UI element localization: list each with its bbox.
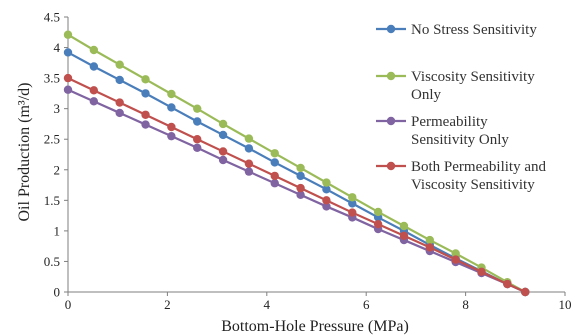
data-point xyxy=(89,62,99,71)
data-point xyxy=(141,89,150,98)
data-point xyxy=(115,60,124,69)
data-point xyxy=(167,89,176,99)
data-point xyxy=(115,98,124,107)
data-point xyxy=(89,97,99,106)
data-point xyxy=(167,131,176,141)
legend-label: Permeability xyxy=(411,114,488,130)
legend-label: Viscosity Sensitivity xyxy=(411,69,535,85)
data-point xyxy=(244,167,254,176)
data-point xyxy=(296,163,305,173)
data-point xyxy=(193,117,202,126)
data-point xyxy=(270,179,279,188)
y-tick-label: 0 xyxy=(54,285,61,300)
legend-marker xyxy=(386,161,396,171)
data-point xyxy=(244,134,254,143)
y-tick-label: 3.5 xyxy=(44,71,60,86)
data-point xyxy=(141,120,150,129)
x-tick-label: 0 xyxy=(65,297,72,312)
series-4 xyxy=(63,73,530,297)
x-tick-label: 4 xyxy=(264,297,271,312)
legend: No Stress Sensitivity Viscosity Sensitivi… xyxy=(376,22,546,193)
legend-entry-3: Permeability Sensitivity Only xyxy=(376,114,509,148)
legend-label: Only xyxy=(411,87,442,103)
data-point xyxy=(399,231,409,240)
y-tick-label: 4 xyxy=(54,40,61,55)
legend-marker xyxy=(386,71,396,81)
data-point xyxy=(193,135,202,144)
data-point xyxy=(322,178,331,187)
data-point xyxy=(348,193,357,202)
x-tick-label: 8 xyxy=(462,297,469,312)
data-point xyxy=(218,155,228,165)
data-point xyxy=(167,103,176,112)
data-point xyxy=(296,171,305,181)
y-tick-label: 3 xyxy=(54,101,61,116)
y-tick-label: 1.5 xyxy=(44,193,60,208)
data-point xyxy=(141,75,150,84)
data-point xyxy=(425,235,435,245)
data-point xyxy=(503,279,512,289)
data-point xyxy=(477,267,486,277)
data-point xyxy=(193,104,202,113)
legend-label: No Stress Sensitivity xyxy=(411,22,537,38)
data-point xyxy=(141,110,150,119)
y-tick-label: 2 xyxy=(54,162,61,177)
y-tick-label: 2.5 xyxy=(44,132,60,147)
data-point xyxy=(89,86,99,95)
data-point xyxy=(115,75,124,85)
x-tick-label: 2 xyxy=(164,297,171,312)
data-point xyxy=(451,249,460,258)
data-point xyxy=(244,159,254,168)
data-point xyxy=(425,243,435,252)
data-point xyxy=(451,255,460,264)
y-tick-label: 1 xyxy=(54,223,61,238)
data-point xyxy=(270,149,279,158)
data-point xyxy=(115,108,124,118)
y-tick-label: 0.5 xyxy=(44,254,60,269)
data-point xyxy=(270,171,279,181)
data-point xyxy=(218,130,228,140)
data-point xyxy=(244,144,254,153)
data-point xyxy=(218,119,228,129)
legend-label: Sensitivity Only xyxy=(411,132,509,148)
data-point xyxy=(218,147,228,156)
data-point xyxy=(63,85,73,94)
legend-entry-1: No Stress Sensitivity xyxy=(376,22,537,38)
legend-marker xyxy=(386,24,396,34)
series-layer xyxy=(63,30,530,297)
data-point xyxy=(348,199,357,208)
legend-label: Both Permeability and xyxy=(411,159,546,175)
legend-entry-2: Viscosity Sensitivity Only xyxy=(376,69,535,103)
data-point xyxy=(296,183,305,193)
data-point xyxy=(270,158,279,167)
data-point xyxy=(521,287,530,297)
data-point xyxy=(322,185,331,194)
data-point xyxy=(63,48,73,57)
data-point xyxy=(373,219,383,229)
data-point xyxy=(399,221,409,231)
data-point xyxy=(89,45,99,55)
x-tick-label: 6 xyxy=(363,297,370,312)
x-tick-label: 10 xyxy=(559,297,572,312)
data-point xyxy=(373,207,383,217)
legend-entry-4: Both Permeability and Viscosity Sensitivi… xyxy=(376,159,546,193)
data-point xyxy=(63,73,73,83)
data-point xyxy=(348,208,357,217)
data-point xyxy=(63,30,73,39)
data-point xyxy=(322,196,331,205)
data-point xyxy=(296,190,305,200)
data-point xyxy=(193,143,202,152)
data-point xyxy=(167,122,176,132)
legend-label: Viscosity Sensitivity xyxy=(411,177,535,193)
legend-marker xyxy=(386,116,396,126)
y-tick-label: 4.5 xyxy=(44,10,60,25)
data-point xyxy=(322,202,331,211)
axes: 0 0.5 1 1.5 2 2.5 3 3.5 4 4.5 0 2 4 6 8 10 xyxy=(44,10,572,313)
x-axis-title: Bottom-Hole Pressure (MPa) xyxy=(221,318,409,335)
y-axis-title: Oil Production (m³/d) xyxy=(16,82,33,221)
